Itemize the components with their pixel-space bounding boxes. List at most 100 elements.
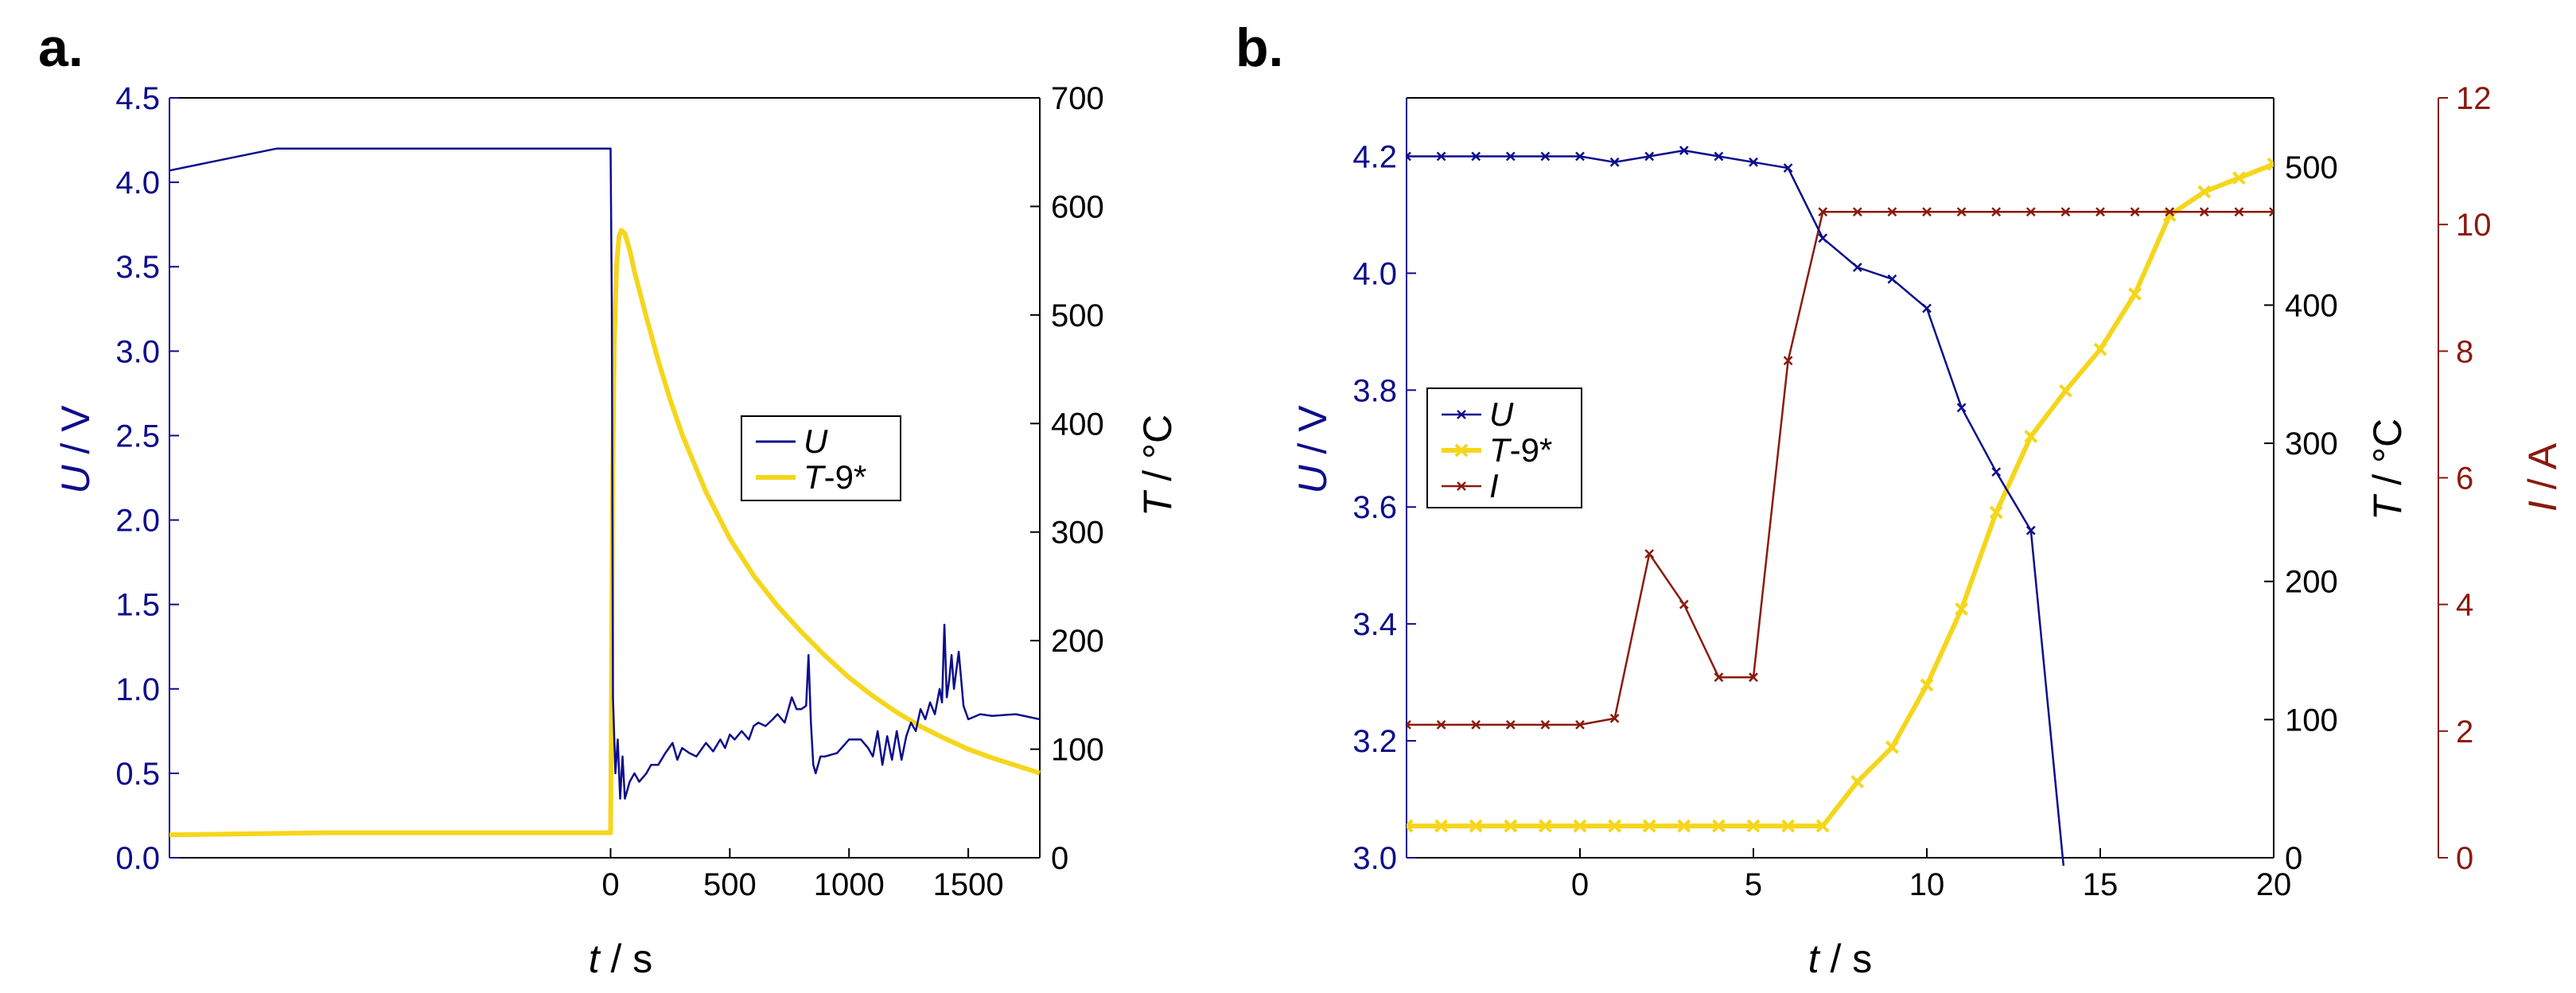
series-temperature-marker-b-21 [2128, 287, 2142, 301]
series-temperature-marker-b-25 [2267, 157, 2274, 171]
series-voltage-marker-b-0 [1407, 151, 1411, 162]
mid-tick-label-b-3: 300 [2285, 426, 2338, 461]
series-voltage-marker-b-18 [2025, 525, 2036, 535]
series-voltage-marker-b-5 [1575, 151, 1585, 162]
left-tick-label-a-9: 4.5 [115, 81, 160, 116]
series-voltage-marker-b-16 [1956, 403, 1967, 413]
series-current-marker-b-14 [1887, 207, 1897, 217]
legend-label-temperature-a: T-9* [804, 458, 866, 496]
series-temperature-marker-b-16 [1955, 602, 1969, 616]
series-temperature-marker-b-10 [1746, 819, 1761, 833]
series-current-marker-b-7 [1644, 549, 1655, 559]
right-axis-title-a-var: T [1135, 489, 1180, 516]
series-temperature-marker-b-20 [2093, 342, 2107, 356]
right-axis-title-a: T / °C [1135, 415, 1180, 516]
legend-marker-temperature-b-0 [1454, 443, 1469, 458]
series-temperature-marker-b-24 [2232, 171, 2246, 185]
series-temperature-marker-b-19 [2058, 384, 2072, 398]
series-current-marker-b-3 [1505, 719, 1516, 730]
right-axis-title-b: I / A [2520, 442, 2565, 512]
mid-axis-title-b-unit: / °C [2365, 419, 2410, 496]
series-voltage-marker-b-2 [1471, 151, 1481, 162]
series-temperature-marker-b-18 [2024, 429, 2038, 443]
panel-b: b.3.03.23.43.63.84.04.201002003004005000… [1235, 18, 2565, 981]
series-temperature-marker-b-8 [1677, 819, 1691, 833]
left-tick-label-a-1: 0.5 [115, 757, 160, 792]
x-axis-title-unit-a: / s [600, 937, 653, 981]
left-tick-label-a-4: 2.0 [115, 504, 160, 539]
series-temperature-line-b [1407, 162, 2274, 829]
series-temperature-marker-b-4 [1538, 819, 1552, 833]
right-tick-label-b-2: 4 [2456, 588, 2473, 623]
series-temperature-marker-b-12 [1815, 819, 1830, 833]
series-current-marker-b-10 [1749, 672, 1758, 683]
series-voltage-marker-b-12 [1818, 233, 1828, 243]
x-tick-label-a-3: 1500 [933, 867, 1004, 902]
left-axis-title-b-unit: / V [1290, 405, 1335, 465]
x-axis-title-var-b: t [1808, 937, 1821, 981]
series-temperature-marker-b-0 [1407, 819, 1414, 833]
series-current-marker-b-6 [1609, 714, 1620, 723]
mid-tick-label-b-4: 400 [2285, 288, 2338, 323]
x-tick-label-a-1: 500 [703, 867, 757, 902]
plot-data-b [1407, 146, 2274, 866]
series-current-marker-b-21 [2130, 207, 2140, 217]
left-axis-title-b: U / V [1290, 405, 1335, 494]
series-temperature-marker-b-11 [1781, 819, 1796, 833]
legend-label-voltage-b: U [1489, 395, 1514, 433]
x-tick-label-a-0: 0 [601, 867, 619, 902]
legend-label-temperature-suffix-a: -9* [824, 458, 867, 496]
left-tick-label-a-5: 2.5 [115, 419, 160, 454]
legend-label-temperature-var-b: T [1489, 431, 1512, 469]
legend-label-voltage-a: U [804, 423, 828, 460]
series-current-marker-b-1 [1436, 719, 1446, 730]
series-voltage-line-a [169, 147, 1041, 800]
series-voltage-line-b [1407, 149, 2065, 866]
series-current-marker-b-22 [2165, 207, 2175, 217]
series-current-marker-b-25 [2269, 207, 2274, 217]
series-voltage-marker-b-3 [1505, 151, 1516, 162]
series-temperature-marker-b-6 [1608, 819, 1622, 833]
left-axis-title-a: U / V [53, 405, 98, 494]
series-voltage-marker-b-7 [1644, 151, 1655, 162]
legend-label-current-b: I [1489, 467, 1499, 504]
mid-tick-label-b-1: 100 [2285, 703, 2338, 738]
series-temperature-marker-b-2 [1469, 819, 1483, 833]
legend-label-temperature-suffix-b: -9* [1510, 431, 1553, 469]
series-voltage-marker-b-10 [1749, 157, 1758, 167]
legend-label-voltage-var-a: U [804, 423, 828, 460]
series-temperature-line-a [169, 228, 1041, 838]
panel-a: a. 0.0 0.5 1.0 1.5 2.0 2.5 3.0 3.5 4.0 4.5 0 100 200 3… [38, 18, 1180, 981]
legend-label-current-var-b: I [1489, 467, 1499, 504]
right-tick-label-b-6: 12 [2456, 81, 2492, 116]
right-tick-label-b-0: 0 [2456, 841, 2473, 876]
x-tick-label-a-2: 1000 [814, 867, 885, 902]
panel-label-a: a. [38, 18, 84, 78]
left-tick-label-b-1: 3.2 [1352, 724, 1397, 759]
mid-axis-title-b-var: T [2365, 493, 2410, 520]
series-temperature-marker-b-23 [2197, 185, 2212, 199]
right-tick-label-a-3: 300 [1051, 516, 1104, 551]
legend-box-a [741, 415, 901, 501]
right-tick-label-a-4: 400 [1051, 407, 1104, 442]
series-voltage-marker-b-9 [1714, 151, 1724, 162]
series-voltage-marker-b-8 [1679, 146, 1689, 155]
series-temperature-marker-b-15 [1920, 678, 1934, 692]
mid-tick-label-b-0: 0 [2285, 841, 2302, 876]
x-tick-label-b-3: 15 [2083, 867, 2119, 902]
series-current-marker-b-17 [1991, 207, 2002, 217]
legend-label-voltage-var-b: U [1489, 395, 1514, 433]
right-tick-label-b-1: 2 [2456, 715, 2473, 750]
series-temperature-marker-b-1 [1434, 819, 1449, 833]
series-voltage-marker-b-11 [1783, 163, 1793, 173]
series-current-marker-b-11 [1783, 356, 1793, 366]
panel-label-b: b. [1235, 18, 1283, 78]
series-voltage-marker-b-6 [1609, 157, 1620, 167]
right-axis-title-a-unit: / °C [1135, 415, 1180, 493]
x-tick-label-b-4: 20 [2256, 867, 2292, 902]
left-tick-label-a-6: 3.0 [115, 334, 160, 369]
right-tick-label-a-2: 200 [1051, 624, 1104, 659]
legend-label-temperature-b: T-9* [1489, 431, 1552, 469]
series-voltage-marker-b-14 [1887, 274, 1897, 284]
